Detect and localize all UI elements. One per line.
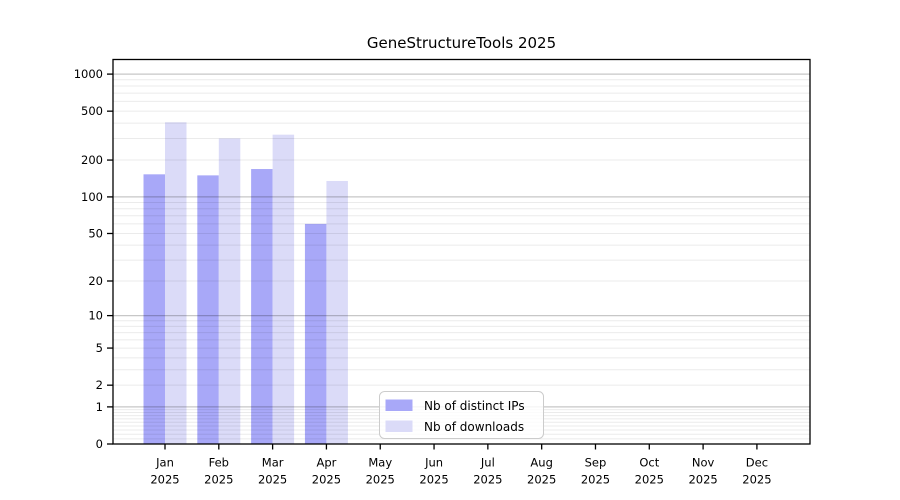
y-tick-label: 1000 (74, 67, 103, 81)
x-tick-label-month: Jan (155, 456, 174, 470)
x-tick-label-year: 2025 (204, 473, 233, 487)
x-tick-label-year: 2025 (635, 473, 664, 487)
y-tick-label: 5 (96, 341, 103, 355)
x-tick-label-year: 2025 (258, 473, 287, 487)
tick-labels-layer: 0 1 2 5 10 20 50 100 200 500 1000 Jan 2025 Feb 2025 Mar… (74, 67, 772, 486)
x-tick-label-year: 2025 (581, 473, 610, 487)
bar-mar-nb-of-downloads (272, 134, 295, 444)
y-tick-label: 100 (81, 190, 103, 204)
x-tick-label-year: 2025 (419, 473, 448, 487)
legend-swatch-nb-of-downloads (385, 420, 413, 432)
x-tick-label-month: May (368, 456, 392, 470)
x-tick-label-year: 2025 (527, 473, 556, 487)
x-tick-label-year: 2025 (150, 473, 179, 487)
y-tick-label: 2 (96, 378, 103, 392)
legend: Nb of distinct IPs Nb of downloads (379, 391, 544, 439)
y-tick-label: 200 (81, 153, 103, 167)
x-tick-label-month: Feb (209, 456, 229, 470)
x-tick-label-year: 2025 (312, 473, 341, 487)
y-tick-label: 20 (88, 274, 103, 288)
legend-label-nb-of-distinct-ips: Nb of distinct IPs (424, 399, 525, 413)
bars-layer (143, 122, 348, 445)
bar-apr-nb-of-downloads (326, 180, 348, 444)
x-tick-label-month: Jun (424, 456, 443, 470)
bar-jan-nb-of-downloads (165, 122, 187, 445)
x-tick-label-month: Aug (530, 456, 552, 470)
y-tick-label: 10 (88, 309, 103, 323)
legend-swatch-nb-of-distinct-ips (385, 399, 413, 411)
x-tick-label-month: Oct (639, 456, 659, 470)
x-tick-label-year: 2025 (473, 473, 502, 487)
bar-apr-nb-of-distinct-ips (304, 223, 327, 444)
x-tick-label-month: Sep (585, 456, 607, 470)
y-tick-label: 50 (88, 226, 103, 240)
y-tick-label: 1 (96, 400, 103, 414)
y-tick-label: 0 (96, 437, 103, 451)
bar-mar-nb-of-distinct-ips (251, 169, 273, 444)
x-tick-label-month: Nov (692, 456, 715, 470)
x-tick-label-month: Mar (262, 456, 284, 470)
chart-title: GeneStructureTools 2025 (367, 34, 556, 52)
ticks-layer (107, 73, 758, 450)
x-tick-label-month: Dec (746, 456, 768, 470)
legend-label-nb-of-downloads: Nb of downloads (424, 420, 524, 434)
x-tick-label-month: Jul (480, 456, 495, 470)
x-tick-label-year: 2025 (688, 473, 717, 487)
plot-border (112, 58, 811, 445)
bar-feb-nb-of-distinct-ips (197, 175, 219, 444)
x-tick-label-year: 2025 (366, 473, 395, 487)
bar-feb-nb-of-downloads (218, 138, 241, 444)
x-tick-label-year: 2025 (742, 473, 771, 487)
x-tick-label-month: Apr (316, 456, 336, 470)
legend-frame (379, 391, 544, 439)
y-tick-label: 500 (81, 104, 103, 118)
bar-jan-nb-of-distinct-ips (143, 174, 165, 444)
